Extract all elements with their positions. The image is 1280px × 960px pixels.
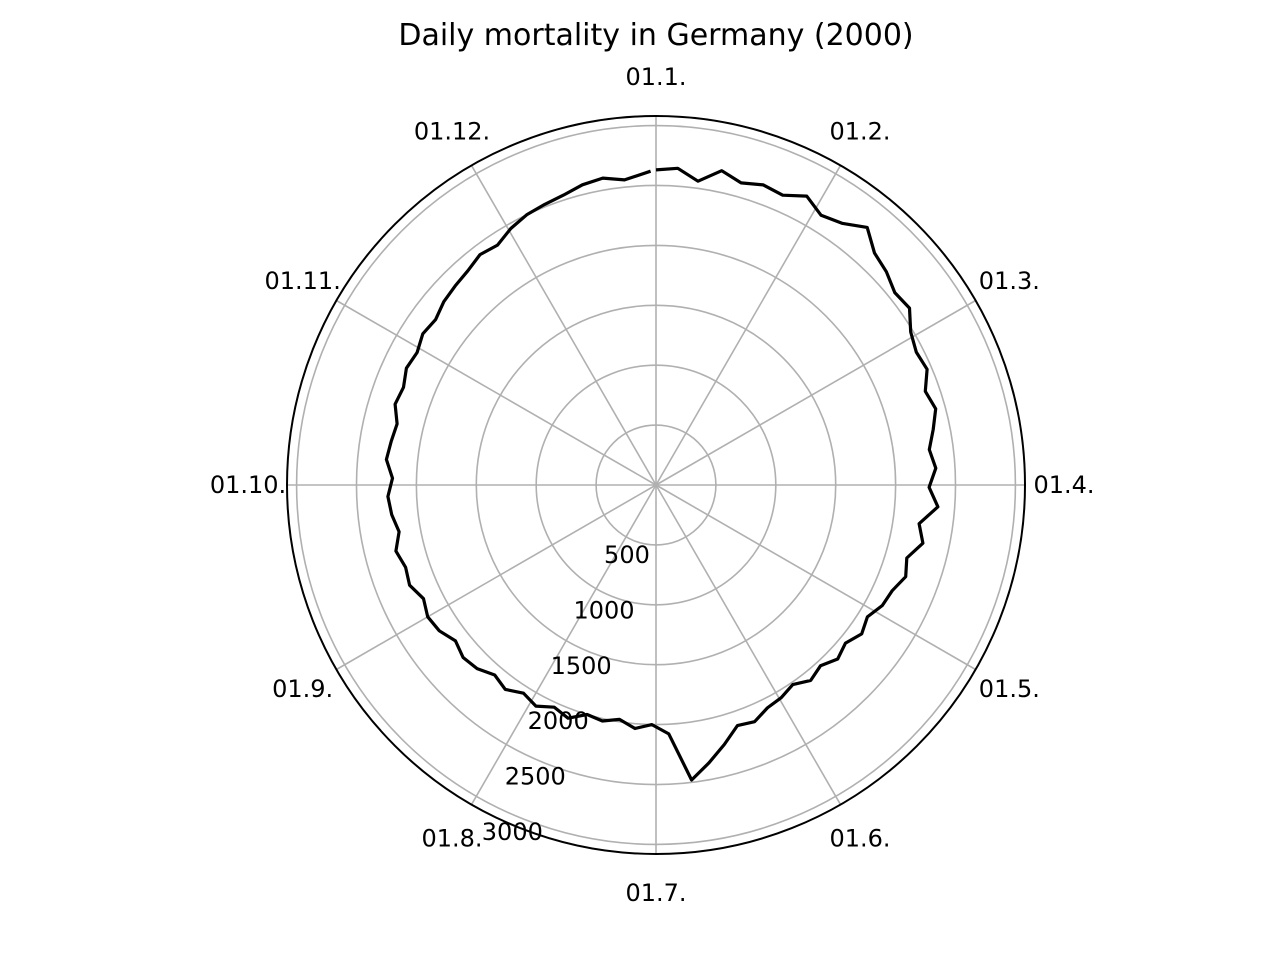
angular-tick-label: 01.3. — [979, 267, 1040, 295]
angular-gridline — [470, 484, 657, 805]
angular-tick-label: 01.6. — [829, 824, 890, 852]
angular-tick-label: 01.11. — [264, 267, 340, 295]
mortality-series-line — [384, 166, 940, 782]
angular-gridline — [655, 165, 842, 486]
angular-tick-label: 01.9. — [272, 675, 333, 703]
angular-tick-label: 01.8. — [421, 824, 482, 852]
chart-title: Daily mortality in Germany (2000) — [398, 18, 913, 53]
angular-tick-label: 01.10. — [210, 471, 286, 499]
angular-tick-label: 01.5. — [979, 675, 1040, 703]
radial-tick-label: 2000 — [528, 707, 589, 735]
angular-tick-label: 01.12. — [414, 118, 490, 146]
angular-tick-label: 01.2. — [829, 118, 890, 146]
angular-gridline — [655, 484, 976, 671]
radial-tick-label: 2500 — [505, 762, 566, 790]
angular-gridline — [336, 299, 657, 486]
radial-tick-label: 500 — [604, 541, 650, 569]
radial-tick-label: 1000 — [573, 596, 634, 624]
label-layer: 01.1. 01.2. 01.3. 01.4. 01.5. 01.6. 01.7. 01.8.… — [210, 63, 1095, 907]
angular-tick-label: 01.1. — [625, 63, 686, 91]
angular-gridline — [655, 484, 842, 805]
angular-tick-label: 01.4. — [1033, 471, 1094, 499]
angular-gridline — [655, 299, 976, 486]
grid-layer — [287, 116, 1025, 854]
polar-frame — [286, 115, 1026, 855]
angular-gridline — [336, 484, 657, 671]
angular-tick-label: 01.7. — [625, 879, 686, 907]
radial-tick-label: 3000 — [482, 818, 543, 846]
series-layer — [384, 166, 940, 782]
radial-tick-label: 1500 — [551, 652, 612, 680]
angular-gridline — [470, 165, 657, 486]
